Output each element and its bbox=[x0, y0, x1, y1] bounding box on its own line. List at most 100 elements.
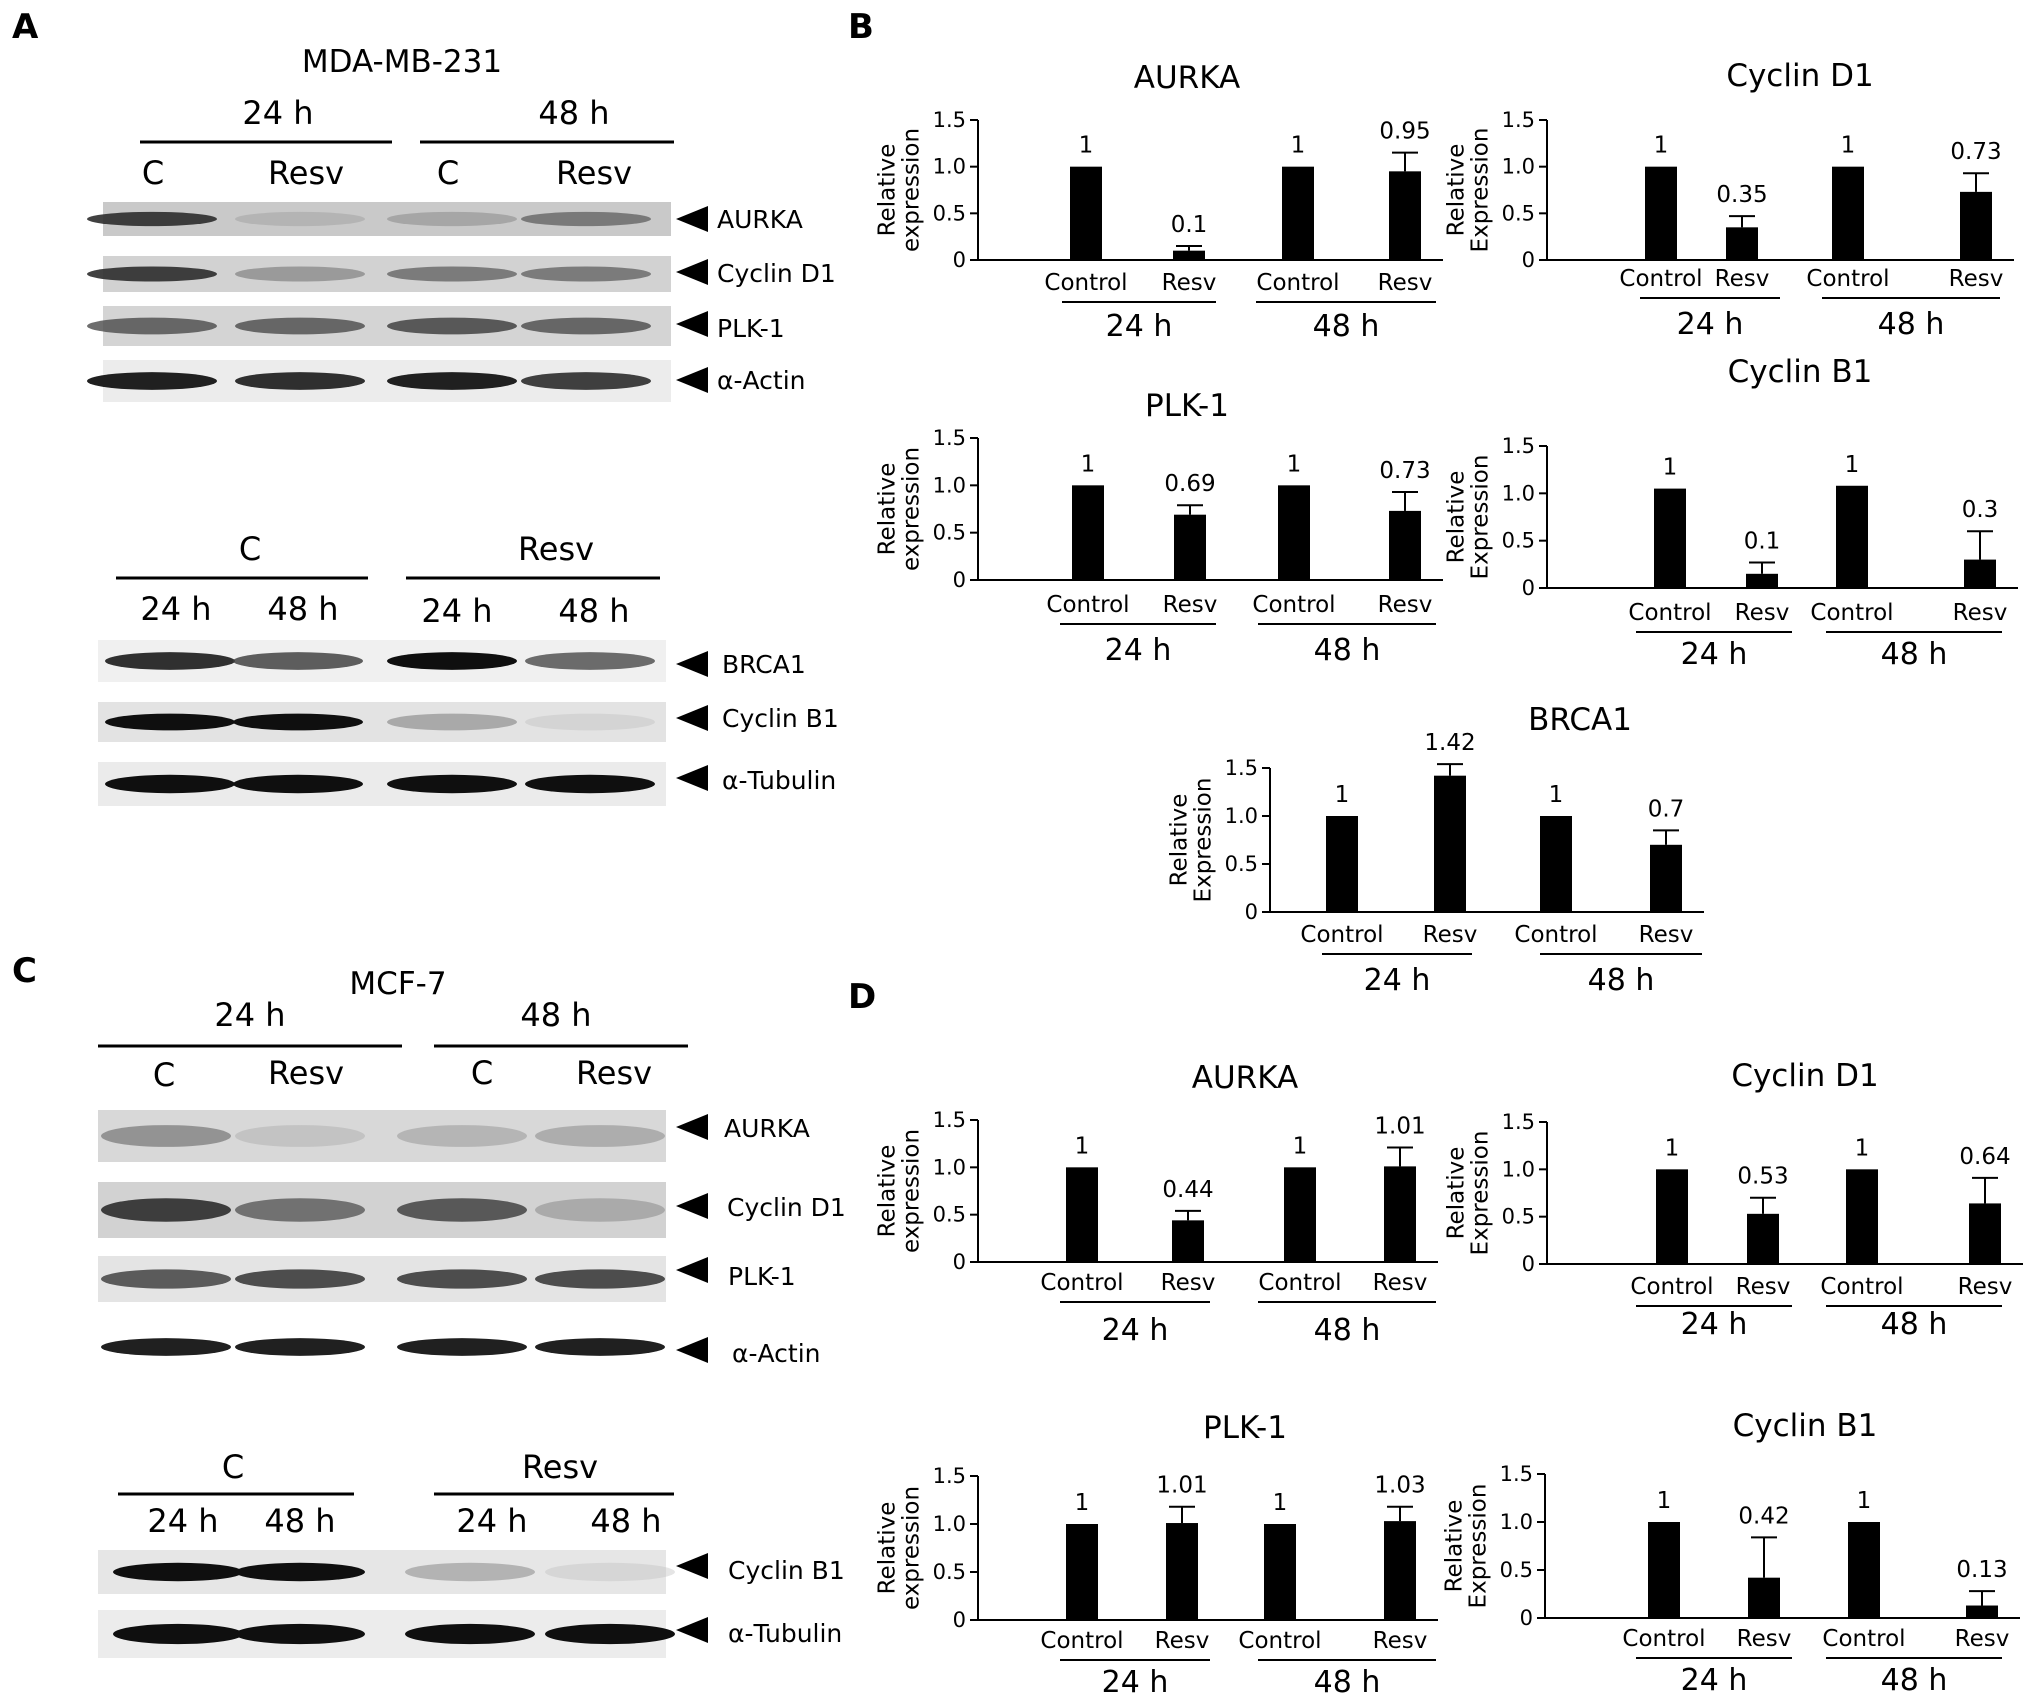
bar bbox=[1746, 573, 1778, 588]
blot-band bbox=[535, 1269, 665, 1289]
y-tick-label: 0.5 bbox=[1225, 852, 1258, 876]
band-arrow-icon bbox=[676, 1193, 708, 1219]
y-tick-label: 1.5 bbox=[933, 108, 966, 132]
category-label: Resv bbox=[1162, 270, 1217, 296]
band-label-brca1: BRCA1 bbox=[722, 650, 806, 679]
category-label: Control bbox=[1810, 600, 1893, 626]
blot-band bbox=[235, 1198, 365, 1222]
bar-chart-d-plk-1: PLK-1 Relativeexpression 0 0.5 1.0 1.5 1 Contro… bbox=[875, 1410, 1438, 1700]
lane-label: Resv bbox=[576, 1054, 652, 1092]
group-label: 48 h bbox=[538, 94, 609, 132]
blot-band bbox=[387, 266, 517, 282]
data-label: 0.44 bbox=[1162, 1177, 1213, 1203]
y-axis-label: Relativeexpression bbox=[875, 128, 925, 252]
y-tick-label: 0 bbox=[1522, 576, 1535, 600]
data-label: 0.42 bbox=[1738, 1503, 1789, 1529]
group-label: 24 h bbox=[1681, 637, 1748, 672]
blot-band bbox=[545, 1623, 675, 1645]
bar bbox=[1278, 485, 1310, 580]
band-arrow-icon bbox=[676, 1617, 708, 1643]
category-label: Control bbox=[1628, 600, 1711, 626]
bar-chart-b-cyclin-d1: Cyclin D1 RelativeExpression 0 0.5 1.0 1.5 1 Co… bbox=[1444, 58, 2014, 342]
blot-band bbox=[101, 1338, 231, 1356]
blot-band bbox=[521, 317, 651, 335]
data-label: 0.1 bbox=[1171, 212, 1208, 238]
y-tick-label: 0 bbox=[953, 1250, 966, 1274]
group-label: 24 h bbox=[214, 996, 285, 1034]
blot-band bbox=[235, 372, 365, 390]
blot-band bbox=[405, 1623, 535, 1645]
category-label: Resv bbox=[1735, 600, 1790, 626]
group-label: Resv bbox=[522, 1448, 598, 1486]
data-label: 1 bbox=[1075, 1133, 1090, 1159]
blot-strip-cyclin-b1 bbox=[98, 702, 666, 742]
blot-band bbox=[387, 774, 517, 794]
blot-strip-alpha-tubulin bbox=[98, 762, 666, 806]
data-label: 0.95 bbox=[1379, 119, 1430, 145]
data-label: 1 bbox=[1081, 451, 1096, 477]
group-label: 48 h bbox=[1881, 637, 1948, 672]
data-label: 0.73 bbox=[1950, 139, 2001, 165]
y-tick-label: 1.0 bbox=[1502, 481, 1535, 505]
category-label: Control bbox=[1514, 922, 1597, 948]
y-tick-label: 0 bbox=[1522, 248, 1535, 272]
bar bbox=[1264, 1524, 1296, 1620]
bar bbox=[1282, 166, 1314, 260]
category-label: Resv bbox=[1161, 1270, 1216, 1296]
bar bbox=[1072, 485, 1104, 580]
lane-label: 48 h bbox=[558, 592, 629, 630]
data-label: 1.01 bbox=[1156, 1473, 1207, 1499]
y-tick-label: 1.5 bbox=[1500, 1462, 1533, 1486]
bar bbox=[1966, 1605, 1998, 1618]
blot-band bbox=[105, 713, 235, 731]
group-label: C bbox=[222, 1448, 244, 1486]
bar-chart-b-brca1: BRCA1 RelativeExpression 0 0.5 1.0 1.5 1 Contro… bbox=[1167, 702, 1704, 998]
bar bbox=[1648, 1522, 1680, 1618]
bar bbox=[1070, 166, 1102, 260]
bar bbox=[1645, 166, 1677, 260]
blot-band bbox=[405, 1562, 535, 1582]
blot-band bbox=[545, 1562, 675, 1582]
lane-label: Resv bbox=[556, 154, 632, 192]
lane-label: Resv bbox=[268, 1054, 344, 1092]
bar-charts: AURKA Relativeexpression 0 0.5 1.0 1.5 1 Contro… bbox=[875, 58, 2023, 1700]
blot-panel-a: MDA-MB-231 24 h 48 h C Resv C Resv AURKA… bbox=[87, 44, 839, 806]
data-label: 1 bbox=[1291, 133, 1306, 159]
y-tick-label: 0.5 bbox=[933, 521, 966, 545]
bar bbox=[1848, 1522, 1880, 1618]
y-tick-label: 0.5 bbox=[1502, 529, 1535, 553]
y-tick-label: 0 bbox=[1520, 1606, 1533, 1630]
y-tick-label: 0 bbox=[1522, 1252, 1535, 1276]
band-arrow-icon bbox=[676, 311, 708, 337]
blot-band bbox=[87, 211, 217, 227]
data-label: 1.03 bbox=[1374, 1473, 1425, 1499]
data-label: 1 bbox=[1663, 455, 1678, 481]
band-label-alpha-actin: α-Actin bbox=[717, 366, 806, 395]
chart-title: BRCA1 bbox=[1528, 702, 1632, 738]
blot-strip-brca1 bbox=[98, 640, 666, 682]
y-tick-label: 1.0 bbox=[933, 1155, 966, 1179]
chart-title: AURKA bbox=[1134, 60, 1240, 96]
bar bbox=[1726, 227, 1758, 260]
group-label: 48 h bbox=[1314, 633, 1381, 668]
category-label: Control bbox=[1619, 266, 1702, 292]
bar bbox=[1174, 514, 1206, 580]
y-tick-label: 1.0 bbox=[1502, 1157, 1535, 1181]
category-label: Control bbox=[1258, 1270, 1341, 1296]
blot-strip-alpha-actin bbox=[87, 360, 671, 402]
bar bbox=[1172, 1220, 1204, 1262]
band-arrow-icon bbox=[676, 765, 708, 791]
group-label: 48 h bbox=[1878, 307, 1945, 342]
group-label: 48 h bbox=[1881, 1663, 1948, 1698]
y-tick-label: 1.5 bbox=[933, 1464, 966, 1488]
bar bbox=[1326, 816, 1358, 912]
bar bbox=[1384, 1166, 1416, 1262]
lane-label: C bbox=[471, 1054, 493, 1092]
bar bbox=[1173, 250, 1205, 260]
category-label: Resv bbox=[1163, 592, 1218, 618]
bar bbox=[1960, 191, 1992, 260]
y-tick-label: 1.5 bbox=[1502, 108, 1535, 132]
bar bbox=[1747, 1213, 1779, 1264]
y-tick-label: 1.5 bbox=[1502, 434, 1535, 458]
lane-label: 48 h bbox=[590, 1502, 661, 1540]
